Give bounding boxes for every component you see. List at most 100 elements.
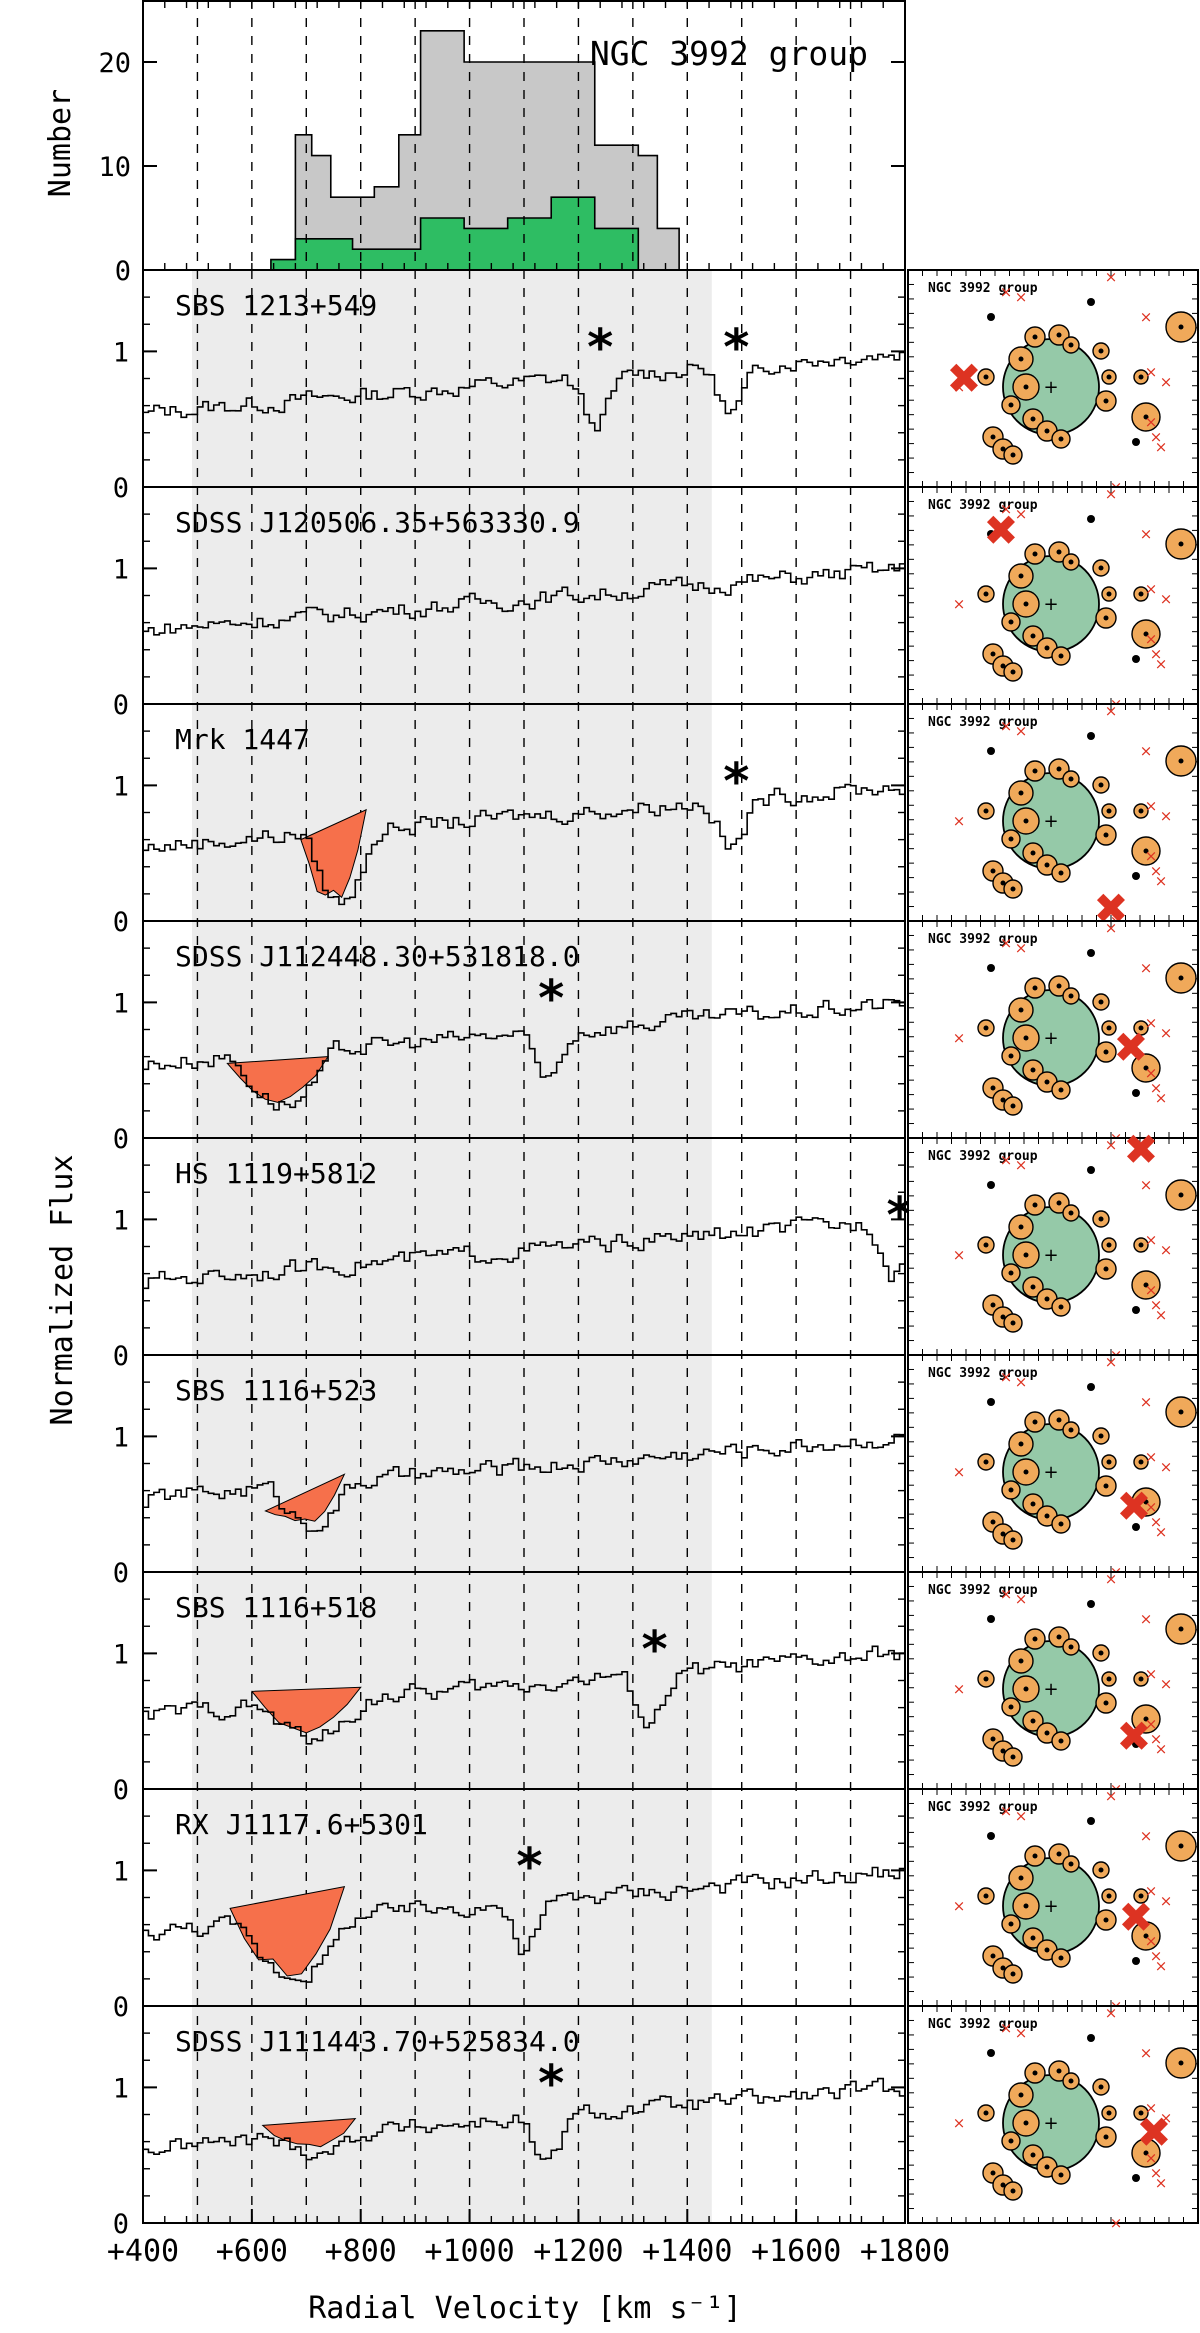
map-galaxy-center xyxy=(983,808,989,814)
map-sightline: × xyxy=(1150,2164,1163,2182)
spectrum-line xyxy=(143,998,905,1111)
map-galaxy-center xyxy=(1106,591,1112,597)
map-galaxy-center xyxy=(1068,342,1074,348)
map-galaxy-center xyxy=(1103,1483,1109,1489)
map-galaxy-center xyxy=(1106,1459,1112,1465)
map-sightline: × xyxy=(1000,500,1013,518)
x-tick-label: +800 xyxy=(325,2234,397,2269)
spectrum-line xyxy=(143,561,905,636)
map-galaxy-center xyxy=(1178,541,1184,547)
map-sightline: × xyxy=(1145,630,1158,648)
map-galaxy-center xyxy=(1044,1296,1050,1302)
map-galaxy-center xyxy=(983,2110,989,2116)
map-galaxy-center xyxy=(1098,782,1104,788)
map-galaxy-center xyxy=(990,434,996,440)
map-galaxy-center xyxy=(1106,1893,1112,1899)
panel-y-tick-label: 0 xyxy=(113,1341,129,1372)
map-galaxy-center xyxy=(1178,758,1184,764)
map-sightline: × xyxy=(1155,1957,1168,1975)
spectra-panels: * * SBS 1213+549 SDSS J120506.35+563330.9 * M… xyxy=(143,270,913,2223)
map-galaxy-center xyxy=(1103,2134,1109,2140)
panel-label: Mrk 1447 xyxy=(175,723,310,756)
map-sightline: × xyxy=(953,1897,966,1915)
map-sightline: × xyxy=(1145,363,1158,381)
histogram-y-tick-label: 10 xyxy=(98,152,131,183)
map-sightline: × xyxy=(1160,2109,1173,2127)
group-center-marker: + xyxy=(1043,1245,1058,1266)
group-map: NGC 3992 group+×××××××××××✖ xyxy=(907,2004,1199,2232)
map-galaxy-center xyxy=(1058,653,1064,659)
map-galaxy-center xyxy=(1010,2188,1016,2194)
map-galaxy-center xyxy=(1098,1867,1104,1873)
x-tick-label: +1800 xyxy=(860,2234,950,2269)
x-tick-label: +1000 xyxy=(424,2234,514,2269)
map-dwarf xyxy=(1087,949,1095,957)
map-label: NGC 3992 group xyxy=(928,1583,1038,1598)
map-galaxy-center xyxy=(1058,436,1064,442)
map-sightline: × xyxy=(1160,807,1173,825)
map-galaxy-center xyxy=(1103,832,1109,838)
map-dwarf xyxy=(987,747,995,755)
map-galaxy-center xyxy=(1056,549,1062,555)
map-galaxy-center xyxy=(1023,818,1029,824)
map-galaxy-center xyxy=(1010,1537,1016,1543)
group-map: NGC 3992 group+×××××××××××✖ xyxy=(907,1570,1199,1798)
map-dwarf xyxy=(1132,438,1140,446)
map-galaxy-center xyxy=(1032,768,1038,774)
absorption-feature xyxy=(261,2117,357,2148)
map-galaxy-center xyxy=(1008,1270,1014,1276)
map-sightline: × xyxy=(1145,797,1158,815)
map-sightline: × xyxy=(1105,485,1118,503)
map-sightline: × xyxy=(1145,847,1158,865)
map-galaxy-center xyxy=(1032,1419,1038,1425)
map-galaxy-center xyxy=(1106,1025,1112,1031)
map-galaxy-center xyxy=(1178,1626,1184,1632)
map-target-sightline: ✖ xyxy=(1123,1125,1158,1174)
map-galaxy-center xyxy=(1030,1067,1036,1073)
map-galaxy-center xyxy=(1008,402,1014,408)
map-galaxy-center xyxy=(1068,1644,1074,1650)
map-sightline: × xyxy=(1000,717,1013,735)
spectrum-line xyxy=(143,1433,905,1532)
map-galaxy-center xyxy=(990,1519,996,1525)
map-dwarf xyxy=(1087,2034,1095,2042)
group-center-marker: + xyxy=(1043,377,1058,398)
map-galaxy-center xyxy=(1044,645,1050,651)
map-galaxy-center xyxy=(1030,2152,1036,2158)
map-dwarf xyxy=(1132,655,1140,663)
map-galaxy-center xyxy=(1138,808,1144,814)
map-galaxy-center xyxy=(1056,2068,1062,2074)
map-galaxy-center xyxy=(1068,1861,1074,1867)
map-galaxy-center xyxy=(1056,1851,1062,1857)
map-galaxy-center xyxy=(1056,1417,1062,1423)
map-sightline: × xyxy=(1145,1665,1158,1683)
map-sightline: × xyxy=(1015,505,1028,523)
map-galaxy-center xyxy=(1143,1499,1149,1505)
map-sightline: × xyxy=(953,2114,966,2132)
panel-y-tick-label: 1 xyxy=(113,1639,129,1670)
map-galaxy-center xyxy=(1138,1676,1144,1682)
map-sightline: × xyxy=(1155,1306,1168,1324)
map-galaxy-center xyxy=(1178,1843,1184,1849)
map-target-sightline: ✖ xyxy=(1113,1023,1148,1072)
map-galaxy-center xyxy=(990,868,996,874)
panel-label: HS 1119+5812 xyxy=(175,1157,377,1190)
map-sightline: × xyxy=(1150,645,1163,663)
map-target-sightline: ✖ xyxy=(1136,2108,1171,2157)
map-sightline: × xyxy=(1000,1151,1013,1169)
map-galaxy-center xyxy=(1044,1079,1050,1085)
histogram-group-members xyxy=(197,196,680,271)
map-galaxy-center xyxy=(983,1242,989,1248)
group-center-marker: + xyxy=(1043,594,1058,615)
star-marker: * xyxy=(538,970,564,1028)
map-galaxy-center xyxy=(1068,559,1074,565)
map-label: NGC 3992 group xyxy=(928,1149,1038,1164)
map-sightline: × xyxy=(1160,1458,1173,1476)
map-sightline: × xyxy=(1145,1882,1158,1900)
map-sightline: × xyxy=(1015,722,1028,740)
panel-y-tick-label: 1 xyxy=(113,771,129,802)
panel-y-tick-label: 0 xyxy=(113,473,129,504)
spectrum-panel: * SBS 1116+518 xyxy=(143,1591,905,1745)
map-sightline: × xyxy=(1145,1064,1158,1082)
map-galaxy-center xyxy=(1098,348,1104,354)
